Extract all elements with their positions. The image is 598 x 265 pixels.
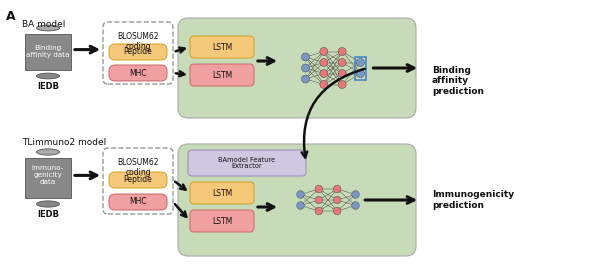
Text: LSTM: LSTM [212, 188, 232, 197]
Ellipse shape [36, 73, 59, 79]
Text: TLimmuno2 model: TLimmuno2 model [22, 138, 106, 147]
Circle shape [320, 59, 328, 67]
Text: A: A [6, 10, 16, 23]
Text: LSTM: LSTM [212, 217, 232, 226]
FancyBboxPatch shape [190, 64, 254, 86]
FancyBboxPatch shape [103, 22, 173, 84]
Bar [355, 56, 366, 80]
FancyBboxPatch shape [103, 148, 173, 214]
Ellipse shape [36, 149, 59, 155]
Text: BLOSUM62
coding: BLOSUM62 coding [117, 158, 158, 177]
FancyBboxPatch shape [190, 182, 254, 204]
FancyBboxPatch shape [109, 44, 167, 60]
Circle shape [301, 53, 310, 61]
Circle shape [320, 47, 328, 55]
Circle shape [338, 69, 346, 77]
Circle shape [320, 69, 328, 77]
Text: IEDB: IEDB [37, 82, 59, 91]
Circle shape [301, 64, 310, 72]
Circle shape [315, 185, 323, 193]
FancyBboxPatch shape [109, 172, 167, 188]
Circle shape [356, 69, 365, 77]
Circle shape [338, 81, 346, 89]
Circle shape [352, 202, 359, 209]
Bar [25, 158, 71, 198]
Text: IEDB: IEDB [37, 210, 59, 219]
Text: BAmodel Feature
Extractor: BAmodel Feature Extractor [218, 157, 276, 170]
Text: immuno-
genicity
data: immuno- genicity data [32, 165, 64, 186]
Text: Peptide: Peptide [124, 47, 152, 56]
Circle shape [301, 75, 310, 83]
Circle shape [333, 196, 341, 204]
Bar [25, 34, 71, 70]
Circle shape [315, 196, 323, 204]
FancyBboxPatch shape [190, 210, 254, 232]
Circle shape [338, 47, 346, 55]
Circle shape [315, 207, 323, 215]
Text: Immunogenicity
prediction: Immunogenicity prediction [432, 190, 514, 210]
Circle shape [297, 191, 304, 198]
Text: MHC: MHC [129, 68, 147, 77]
Circle shape [356, 59, 365, 67]
Circle shape [320, 81, 328, 89]
Circle shape [297, 202, 304, 209]
Text: MHC: MHC [129, 197, 147, 206]
FancyBboxPatch shape [109, 194, 167, 210]
FancyBboxPatch shape [109, 65, 167, 81]
Text: LSTM: LSTM [212, 70, 232, 80]
Circle shape [333, 207, 341, 215]
Text: BLOSUM62
coding: BLOSUM62 coding [117, 32, 158, 51]
Text: BA model: BA model [22, 20, 65, 29]
Text: Peptide: Peptide [124, 175, 152, 184]
Text: Binding
affinity
prediction: Binding affinity prediction [432, 66, 484, 96]
FancyBboxPatch shape [188, 150, 306, 176]
Text: Binding
affinity data: Binding affinity data [26, 45, 70, 58]
Ellipse shape [36, 201, 59, 207]
FancyBboxPatch shape [190, 36, 254, 58]
Text: LSTM: LSTM [212, 42, 232, 51]
FancyBboxPatch shape [178, 18, 416, 118]
Circle shape [333, 185, 341, 193]
Circle shape [352, 191, 359, 198]
Ellipse shape [36, 25, 59, 31]
FancyBboxPatch shape [178, 144, 416, 256]
Circle shape [338, 59, 346, 67]
